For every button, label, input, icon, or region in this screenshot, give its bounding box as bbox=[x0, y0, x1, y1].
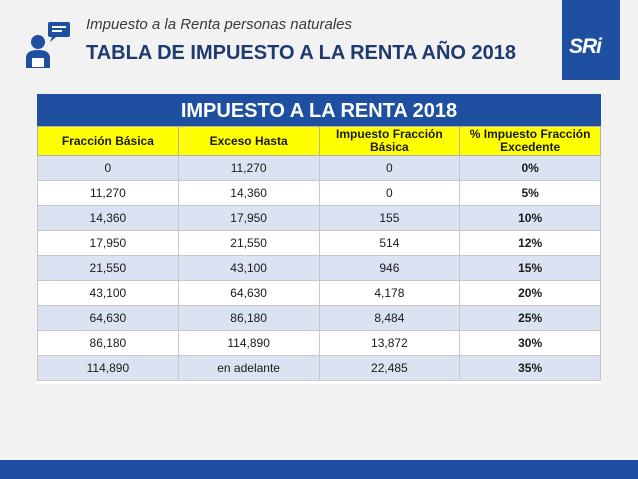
cell-porcentaje: 5% bbox=[459, 180, 601, 206]
table-row: 17,950 21,550 514 12% bbox=[37, 230, 601, 256]
cell-fraccion-basica: 86,180 bbox=[37, 330, 179, 356]
cell-fraccion-basica: 14,360 bbox=[37, 205, 179, 231]
cell-exceso-hasta: 114,890 bbox=[177, 330, 320, 356]
cell-exceso-hasta: en adelante bbox=[177, 355, 320, 381]
table-header-row: Fracción Básica Exceso Hasta Impuesto Fr… bbox=[37, 126, 601, 156]
cell-porcentaje: 35% bbox=[459, 355, 601, 381]
header-porcentaje-excedente: % Impuesto Fracción Excedente bbox=[459, 126, 601, 156]
tax-table-container: IMPUESTO A LA RENTA 2018 Fracción Básica… bbox=[37, 94, 601, 384]
cell-porcentaje: 10% bbox=[459, 205, 601, 231]
slide-subtitle: Impuesto a la Renta personas naturales bbox=[86, 16, 352, 33]
slide-header: Impuesto a la Renta personas naturales T… bbox=[0, 0, 638, 85]
cell-exceso-hasta: 17,950 bbox=[177, 205, 320, 231]
table-row: 43,100 64,630 4,178 20% bbox=[37, 280, 601, 306]
cell-exceso-hasta: 86,180 bbox=[177, 305, 320, 331]
cell-impuesto-basica: 514 bbox=[318, 230, 461, 256]
cell-impuesto-basica: 0 bbox=[318, 180, 461, 206]
cell-fraccion-basica: 0 bbox=[37, 155, 179, 181]
cell-exceso-hasta: 11,270 bbox=[177, 155, 320, 181]
cell-porcentaje: 12% bbox=[459, 230, 601, 256]
cell-fraccion-basica: 11,270 bbox=[37, 180, 179, 206]
cell-porcentaje: 15% bbox=[459, 255, 601, 281]
cell-exceso-hasta: 21,550 bbox=[177, 230, 320, 256]
cell-impuesto-basica: 155 bbox=[318, 205, 461, 231]
cell-impuesto-basica: 13,872 bbox=[318, 330, 461, 356]
cell-exceso-hasta: 43,100 bbox=[177, 255, 320, 281]
table-row: 21,550 43,100 946 15% bbox=[37, 255, 601, 281]
cell-fraccion-basica: 114,890 bbox=[37, 355, 179, 381]
cell-exceso-hasta: 14,360 bbox=[177, 180, 320, 206]
cell-exceso-hasta: 64,630 bbox=[177, 280, 320, 306]
cell-impuesto-basica: 0 bbox=[318, 155, 461, 181]
cell-fraccion-basica: 21,550 bbox=[37, 255, 179, 281]
header-impuesto-fraccion-basica: Impuesto Fracción Básica bbox=[318, 126, 461, 156]
sri-logo-text: SRi bbox=[569, 35, 602, 58]
table-row: 0 11,270 0 0% bbox=[37, 155, 601, 181]
person-speech-icon bbox=[26, 22, 70, 68]
cell-porcentaje: 0% bbox=[459, 155, 601, 181]
cell-fraccion-basica: 17,950 bbox=[37, 230, 179, 256]
cell-impuesto-basica: 22,485 bbox=[318, 355, 461, 381]
table-row: 114,890 en adelante 22,485 35% bbox=[37, 355, 601, 381]
header-fraccion-basica: Fracción Básica bbox=[37, 126, 179, 156]
table-title: IMPUESTO A LA RENTA 2018 bbox=[37, 94, 601, 126]
cell-fraccion-basica: 43,100 bbox=[37, 280, 179, 306]
cell-impuesto-basica: 946 bbox=[318, 255, 461, 281]
cell-impuesto-basica: 4,178 bbox=[318, 280, 461, 306]
cell-impuesto-basica: 8,484 bbox=[318, 305, 461, 331]
tax-table: Fracción Básica Exceso Hasta Impuesto Fr… bbox=[37, 126, 601, 381]
table-row: 64,630 86,180 8,484 25% bbox=[37, 305, 601, 331]
cell-fraccion-basica: 64,630 bbox=[37, 305, 179, 331]
table-row: 86,180 114,890 13,872 30% bbox=[37, 330, 601, 356]
table-row: 11,270 14,360 0 5% bbox=[37, 180, 601, 206]
header-exceso-hasta: Exceso Hasta bbox=[177, 126, 320, 156]
slide-title: TABLA DE IMPUESTO A LA RENTA AÑO 2018 bbox=[86, 42, 517, 64]
cell-porcentaje: 30% bbox=[459, 330, 601, 356]
table-row: 14,360 17,950 155 10% bbox=[37, 205, 601, 231]
cell-porcentaje: 20% bbox=[459, 280, 601, 306]
sri-logo: SRi bbox=[562, 0, 620, 80]
footer-bar bbox=[0, 460, 638, 479]
cell-porcentaje: 25% bbox=[459, 305, 601, 331]
